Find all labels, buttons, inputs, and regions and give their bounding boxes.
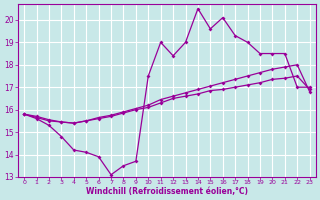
X-axis label: Windchill (Refroidissement éolien,°C): Windchill (Refroidissement éolien,°C) bbox=[86, 187, 248, 196]
